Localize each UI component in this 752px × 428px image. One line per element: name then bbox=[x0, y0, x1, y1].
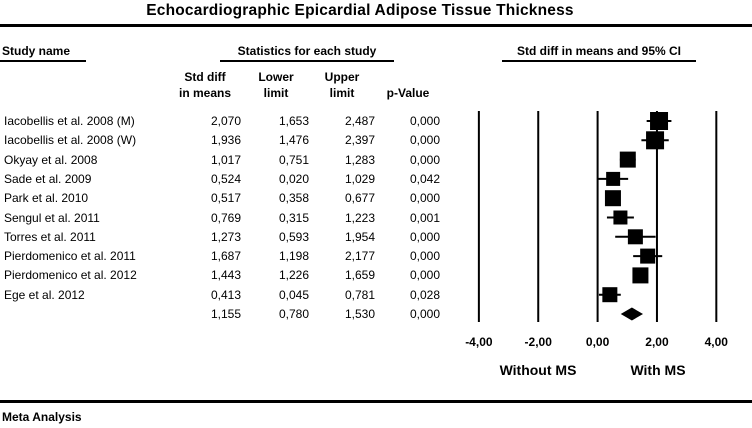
study-name-cell: Torres et al. 2011 bbox=[4, 229, 96, 244]
effect-size-square bbox=[650, 112, 669, 130]
table-row: Sengul et al. 2011 0,769 0,315 1,223 0,001 bbox=[0, 210, 460, 226]
p-value-cell: 0,000 bbox=[409, 133, 440, 148]
col-header-upper-limit: Upper limit bbox=[324, 70, 360, 100]
effect-size-square bbox=[604, 190, 621, 207]
study-name-cell: Sengul et al. 2011 bbox=[4, 210, 100, 225]
table-row: Okyay et al. 2008 1,017 0,751 1,283 0,000 bbox=[0, 152, 460, 168]
study-name-cell: Iacobellis et al. 2008 (W) bbox=[4, 133, 137, 148]
upper-limit-cell: 0,781 bbox=[344, 287, 375, 302]
lower-limit-cell: 0,593 bbox=[278, 229, 309, 244]
col-header-std-diff-ci: Std diff in means and 95% CI bbox=[502, 44, 696, 62]
std-diff-cell: 1,273 bbox=[210, 229, 241, 244]
table-row: Iacobellis et al. 2008 (W) 1,936 1,476 2,39… bbox=[0, 132, 460, 148]
col-header-lower-limit: Lower limit bbox=[258, 70, 294, 100]
p-value-cell: 0,000 bbox=[409, 229, 440, 244]
lower-limit-cell: 1,476 bbox=[278, 133, 309, 148]
col-header-p-value: p-Value bbox=[386, 85, 430, 100]
lower-limit-cell: 0,358 bbox=[278, 191, 309, 206]
study-name-cell: Okyay et al. 2008 bbox=[4, 152, 98, 167]
p-value-cell: 0,000 bbox=[409, 249, 440, 264]
lower-limit-cell: 1,226 bbox=[278, 268, 309, 283]
lower-limit-cell: 0,020 bbox=[278, 171, 309, 186]
effect-size-square bbox=[646, 131, 665, 150]
upper-limit-cell: 2,487 bbox=[344, 114, 375, 128]
lower-limit-cell: 0,315 bbox=[278, 210, 309, 225]
p-value-cell: 0,028 bbox=[409, 287, 440, 302]
std-diff-cell: 0,524 bbox=[210, 171, 241, 186]
axis-tick-label: -4,00 bbox=[465, 335, 493, 349]
study-name-cell: Park et al. 2010 bbox=[4, 191, 89, 206]
page-title: Echocardiographic Epicardial Adipose Tis… bbox=[146, 2, 574, 19]
axis-tick-label: -2,00 bbox=[525, 335, 553, 349]
std-diff-cell: 1,017 bbox=[210, 152, 241, 167]
p-value-cell: 0,000 bbox=[409, 268, 440, 283]
upper-limit-cell: 1,223 bbox=[344, 210, 375, 225]
effect-size-square bbox=[627, 229, 643, 245]
axis-tick-label: 4,00 bbox=[705, 335, 729, 349]
upper-limit-cell: 1,530 bbox=[344, 307, 375, 321]
table-row: Ege et al. 2012 0,413 0,045 0,781 0,028 bbox=[0, 287, 460, 303]
top-rule bbox=[0, 24, 752, 27]
lower-limit-cell: 1,198 bbox=[278, 249, 309, 264]
effect-size-square bbox=[613, 210, 628, 225]
upper-limit-cell: 1,283 bbox=[344, 152, 375, 167]
summary-diamond bbox=[620, 307, 644, 321]
table-row: Park et al. 2010 0,517 0,358 0,677 0,000 bbox=[0, 190, 460, 206]
p-value-cell: 0,000 bbox=[409, 152, 440, 167]
axis-tick-label: 2,00 bbox=[645, 335, 669, 349]
footer-label: Meta Analysis bbox=[2, 410, 82, 424]
bottom-rule bbox=[0, 400, 752, 403]
p-value-cell: 0,042 bbox=[409, 171, 440, 186]
study-name-cell: Pierdomenico et al. 2012 bbox=[4, 268, 137, 283]
lower-limit-cell: 1,653 bbox=[278, 114, 309, 128]
effect-size-square bbox=[602, 287, 618, 303]
table-row: Torres et al. 2011 1,273 0,593 1,954 0,000 bbox=[0, 229, 460, 245]
table-row: Pierdomenico et al. 2012 1,443 1,226 1,659 0… bbox=[0, 267, 460, 283]
upper-limit-cell: 1,659 bbox=[344, 268, 375, 283]
table-row: Pierdomenico et al. 2011 1,687 1,198 2,177 0… bbox=[0, 248, 460, 264]
effect-size-square bbox=[640, 248, 656, 264]
p-value-cell: 0,000 bbox=[409, 307, 440, 321]
lower-limit-cell: 0,751 bbox=[278, 152, 309, 167]
p-value-cell: 0,001 bbox=[409, 210, 440, 225]
p-value-cell: 0,000 bbox=[409, 114, 440, 128]
study-name-cell: Iacobellis et al. 2008 (M) bbox=[4, 114, 135, 128]
std-diff-cell: 1,443 bbox=[210, 268, 241, 283]
p-value-cell: 0,000 bbox=[409, 191, 440, 206]
std-diff-cell: 1,687 bbox=[210, 249, 241, 264]
col-header-statistics-group: Statistics for each study bbox=[220, 44, 394, 62]
axis-tick-label: 0,00 bbox=[586, 335, 610, 349]
effect-size-square bbox=[632, 267, 649, 284]
effect-size-square bbox=[606, 171, 621, 186]
col-header-std-diff-in-means: Std diff in means bbox=[178, 70, 232, 100]
axis-group-label-without-ms: Without MS bbox=[499, 362, 577, 378]
upper-limit-cell: 1,954 bbox=[344, 229, 375, 244]
table-row: Iacobellis et al. 2008 (M) 2,070 1,653 2,48… bbox=[0, 113, 460, 129]
std-diff-cell: 1,155 bbox=[210, 307, 241, 321]
upper-limit-cell: 2,177 bbox=[344, 249, 375, 264]
lower-limit-cell: 0,045 bbox=[278, 287, 309, 302]
std-diff-cell: 0,413 bbox=[210, 287, 241, 302]
col-header-study-name: Study name bbox=[0, 44, 86, 62]
upper-limit-cell: 0,677 bbox=[344, 191, 375, 206]
std-diff-cell: 0,769 bbox=[210, 210, 241, 225]
table-row: Sade et al. 2009 0,524 0,020 1,029 0,042 bbox=[0, 171, 460, 187]
std-diff-cell: 2,070 bbox=[210, 114, 241, 128]
axis-group-label-with-ms: With MS bbox=[630, 362, 686, 378]
study-name-cell: Ege et al. 2012 bbox=[4, 287, 85, 302]
effect-size-square bbox=[619, 151, 636, 168]
study-name-cell: Sade et al. 2009 bbox=[4, 171, 92, 186]
upper-limit-cell: 1,029 bbox=[344, 171, 375, 186]
upper-limit-cell: 2,397 bbox=[344, 133, 375, 148]
lower-limit-cell: 0,780 bbox=[278, 307, 309, 321]
std-diff-cell: 1,936 bbox=[210, 133, 241, 148]
study-name-cell: Pierdomenico et al. 2011 bbox=[4, 249, 136, 264]
std-diff-cell: 0,517 bbox=[210, 191, 241, 206]
summary-row: 1,155 0,780 1,530 0,000 bbox=[0, 306, 460, 322]
